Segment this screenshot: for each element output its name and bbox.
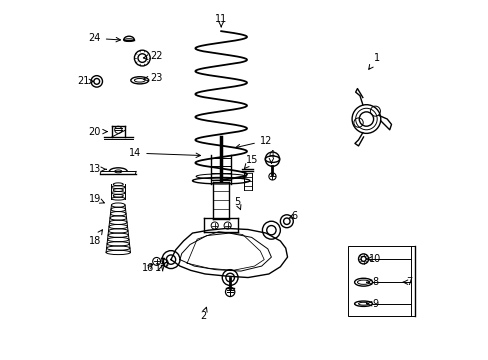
- Text: 1: 1: [368, 53, 380, 69]
- Text: 9: 9: [366, 299, 378, 309]
- Text: 8: 8: [366, 277, 378, 287]
- Text: 10: 10: [366, 254, 381, 264]
- Text: 7: 7: [403, 277, 412, 287]
- Text: 21: 21: [77, 76, 93, 86]
- Text: 17: 17: [155, 263, 167, 273]
- Text: 5: 5: [234, 197, 241, 210]
- Text: 11: 11: [215, 14, 227, 27]
- Text: 22: 22: [143, 51, 163, 61]
- Text: 4: 4: [268, 150, 274, 163]
- Text: 2: 2: [200, 307, 206, 321]
- Text: 3: 3: [162, 259, 168, 269]
- Text: 20: 20: [88, 127, 107, 136]
- Text: 24: 24: [88, 33, 120, 43]
- Bar: [348, 246, 410, 316]
- Text: 23: 23: [143, 73, 163, 83]
- Text: 16: 16: [142, 263, 154, 273]
- Text: 14: 14: [129, 148, 200, 158]
- Text: 15: 15: [244, 155, 257, 168]
- Text: 6: 6: [288, 211, 297, 221]
- Text: 19: 19: [88, 194, 104, 204]
- Text: 13: 13: [88, 164, 106, 174]
- Text: 12: 12: [235, 136, 272, 149]
- Text: 18: 18: [88, 230, 102, 246]
